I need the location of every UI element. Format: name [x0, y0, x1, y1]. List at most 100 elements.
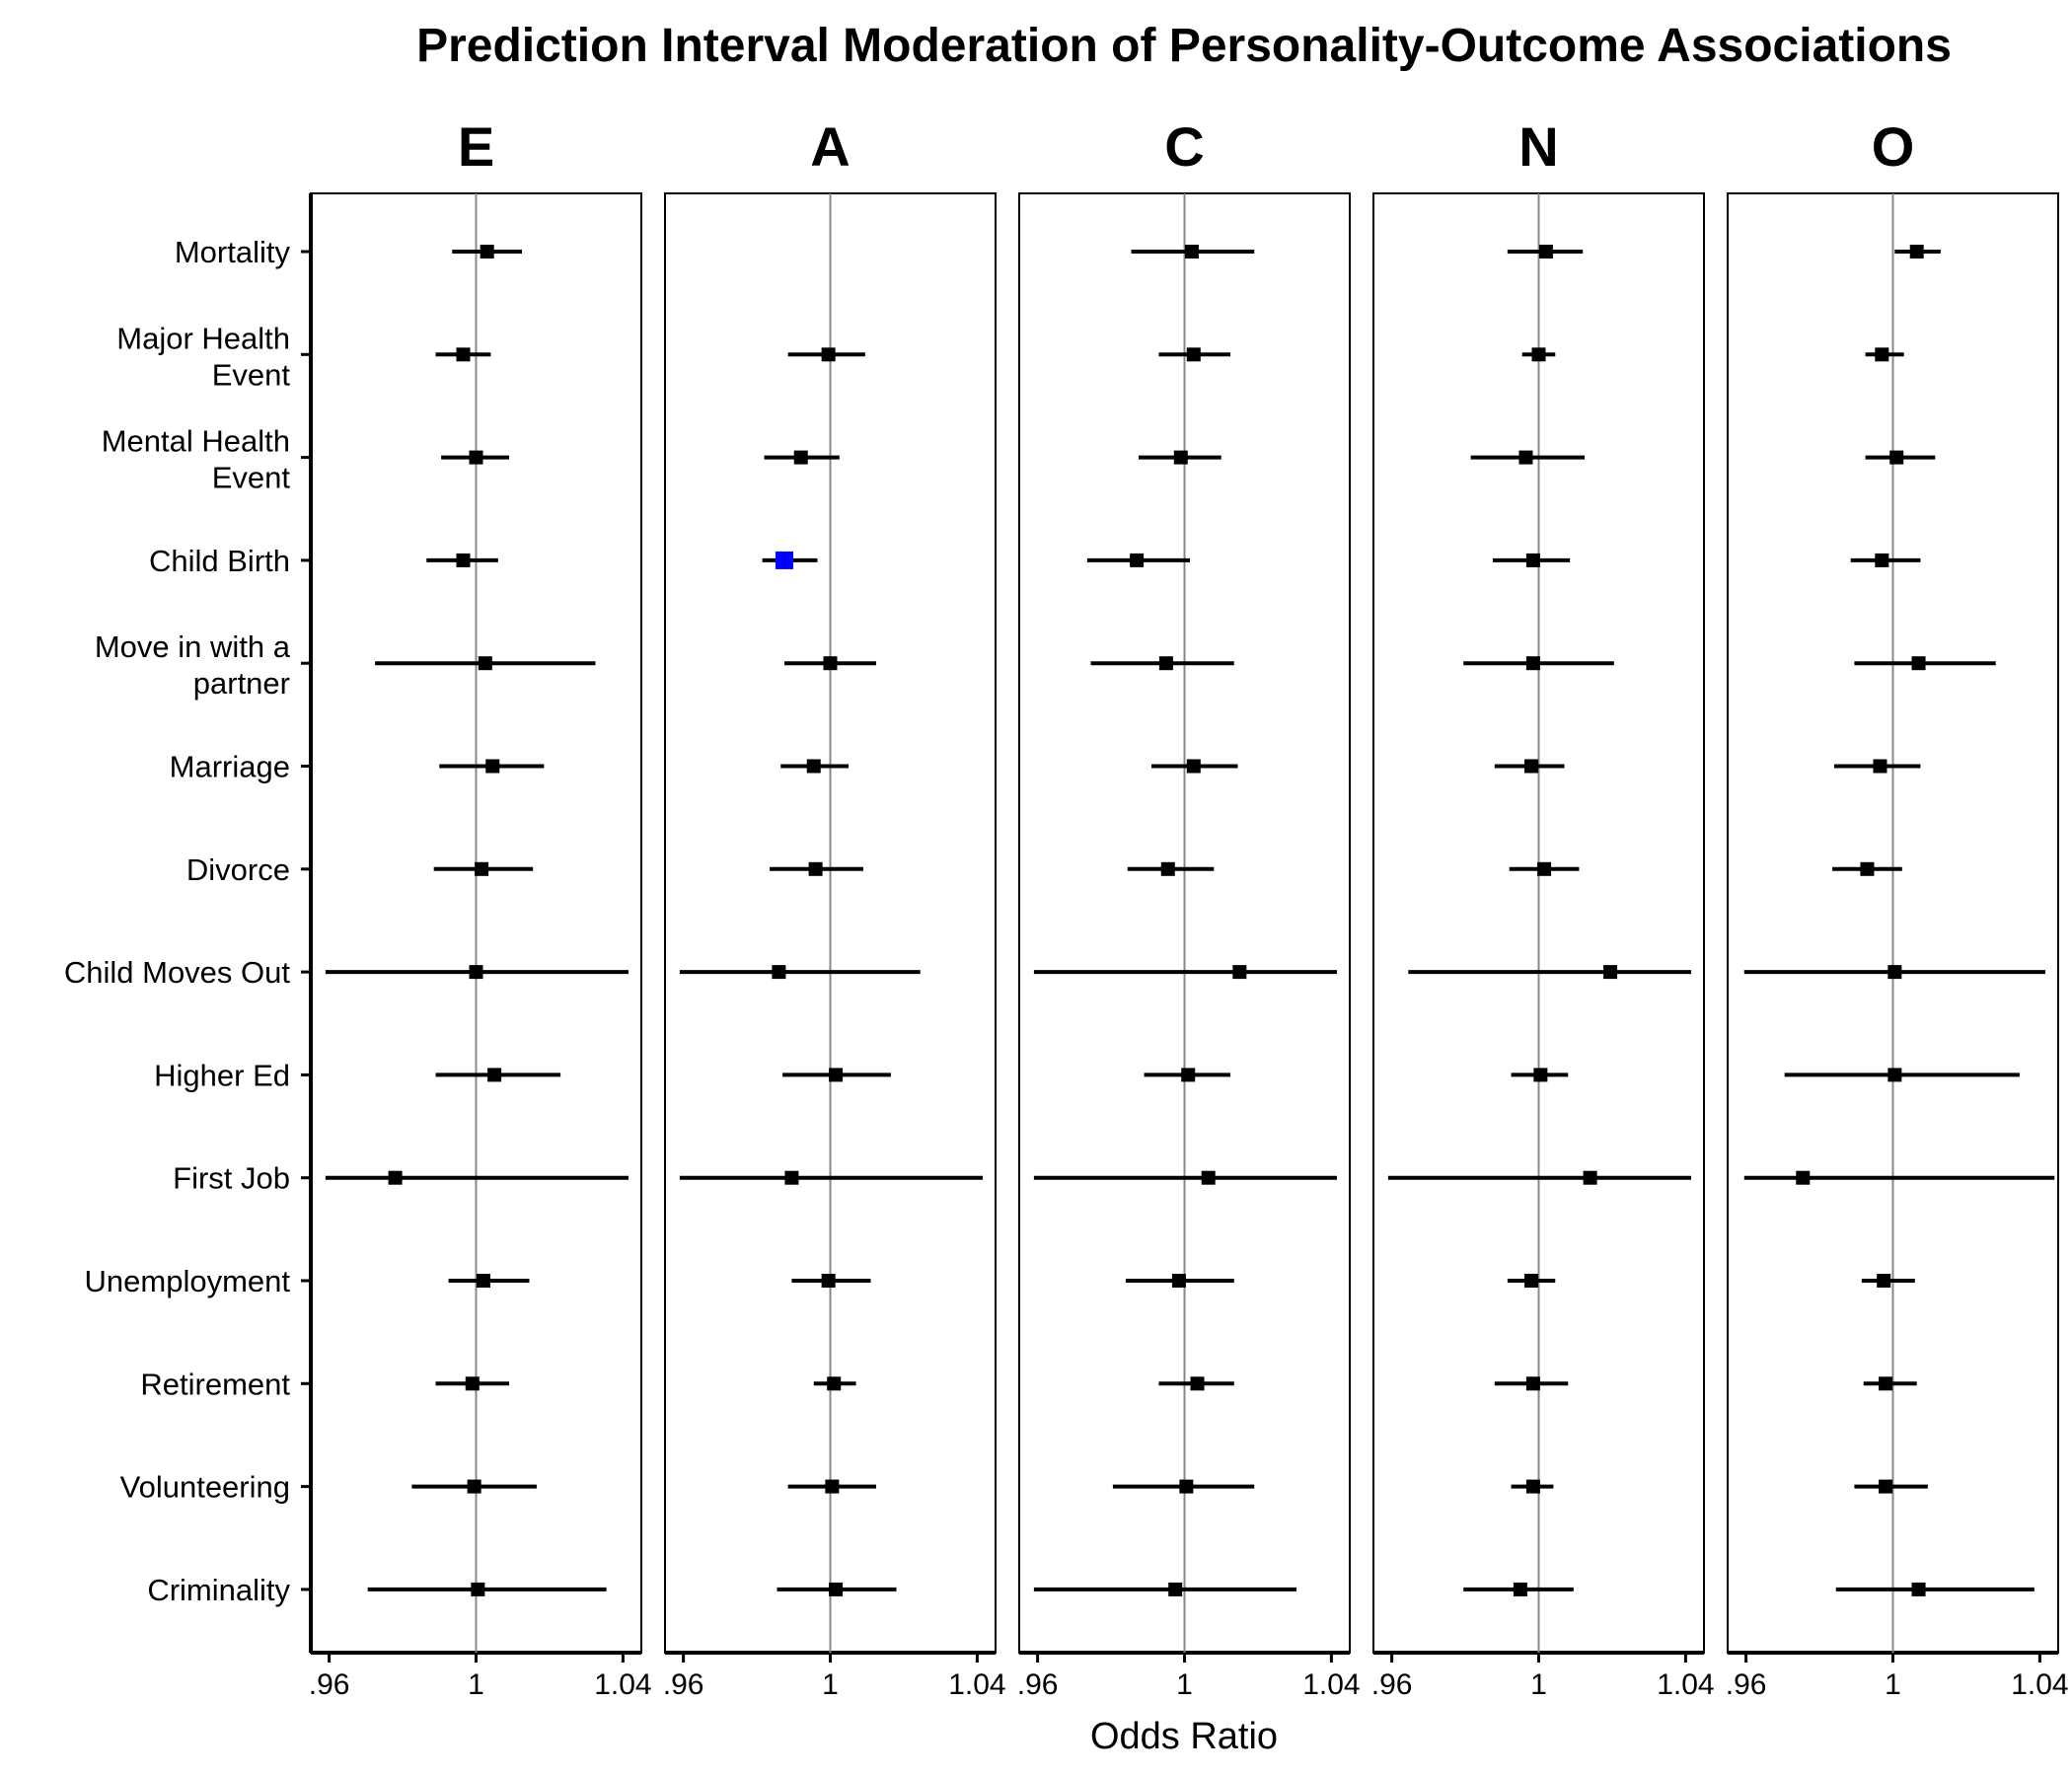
x-tick-label: .96 — [1017, 1668, 1059, 1701]
x-tick-label: .96 — [1726, 1668, 1767, 1701]
estimate-point-O-first_job — [1796, 1170, 1811, 1185]
estimate-point-E-volunteering — [467, 1479, 481, 1494]
estimate-point-O-retirement — [1879, 1376, 1893, 1391]
estimate-point-A-retirement — [827, 1376, 842, 1391]
estimate-point-E-criminality — [471, 1582, 485, 1596]
facet-panel-A: A .96 1 1.04 — [663, 115, 1006, 1701]
x-tick-label: 1.04 — [948, 1668, 1005, 1701]
estimate-point-C-divorce — [1160, 861, 1175, 876]
estimate-point-O-criminality — [1911, 1582, 1926, 1596]
estimate-point-E-marriage — [485, 759, 500, 774]
estimate-point-C-unemployment — [1171, 1274, 1186, 1288]
estimate-point-N-unemployment — [1524, 1274, 1539, 1288]
y-tick-label-higher_ed: Higher Ed — [154, 1058, 290, 1092]
facet-panel-C: C .96 1 1.04 — [1017, 115, 1361, 1701]
estimate-point-N-first_job — [1583, 1170, 1597, 1185]
estimate-point-A-marriage — [806, 759, 821, 774]
estimate-point-C-marriage — [1186, 759, 1201, 774]
facet-panel-O: O .96 1 1.04 — [1726, 115, 2069, 1701]
estimate-point-O-major_health — [1875, 347, 1889, 362]
estimate-point-E-retirement — [465, 1376, 480, 1391]
estimate-point-A-child_moves_out — [772, 965, 786, 980]
estimate-point-A-child_birth — [775, 551, 793, 569]
estimate-point-O-child_birth — [1875, 553, 1889, 567]
estimate-point-O-mortality — [1909, 245, 1924, 259]
estimate-point-A-volunteering — [825, 1479, 840, 1494]
estimate-point-E-first_job — [388, 1170, 403, 1185]
estimate-point-C-higher_ed — [1181, 1068, 1196, 1082]
x-tick-label: 1 — [1885, 1668, 1901, 1701]
estimate-point-A-higher_ed — [829, 1068, 844, 1082]
y-tick-label-child_birth: Child Birth — [149, 544, 290, 578]
y-tick-label-mortality: Mortality — [175, 235, 291, 269]
estimate-point-N-marriage — [1524, 759, 1539, 774]
estimate-point-N-child_moves_out — [1603, 965, 1618, 980]
estimate-point-A-unemployment — [821, 1274, 836, 1288]
x-tick-label: 1.04 — [1657, 1668, 1714, 1701]
estimate-point-N-divorce — [1537, 861, 1552, 876]
x-tick-label: 1 — [468, 1668, 484, 1701]
estimate-point-A-divorce — [808, 861, 823, 876]
y-tick-label-major_health: Major Health Event — [116, 321, 290, 392]
estimate-point-A-criminality — [829, 1582, 844, 1596]
estimate-point-E-child_birth — [456, 553, 471, 567]
y-tick-label-marriage: Marriage — [170, 750, 290, 784]
estimate-point-N-criminality — [1513, 1582, 1527, 1596]
estimate-point-C-retirement — [1190, 1376, 1205, 1391]
estimate-point-A-major_health — [821, 347, 836, 362]
estimate-point-E-divorce — [475, 861, 489, 876]
estimate-point-C-first_job — [1201, 1170, 1216, 1185]
estimate-point-E-child_moves_out — [469, 965, 483, 980]
x-axis-title: Odds Ratio — [1090, 1716, 1278, 1757]
facet-label-E: E — [458, 115, 494, 178]
estimate-point-E-mortality — [480, 245, 494, 259]
x-tick-label: .96 — [663, 1668, 704, 1701]
estimate-point-A-mental_health — [793, 450, 808, 465]
estimate-point-O-higher_ed — [1887, 1068, 1902, 1082]
estimate-point-O-mental_health — [1889, 450, 1904, 465]
estimate-point-E-major_health — [456, 347, 471, 362]
y-tick-label-criminality: Criminality — [147, 1573, 290, 1607]
x-tick-label: 1 — [1176, 1668, 1193, 1701]
facet-panel-E: E .96 1 1.04 — [309, 115, 652, 1701]
x-tick-label: 1.04 — [1302, 1668, 1360, 1701]
y-tick-label-child_moves_out: Child Moves Out — [64, 955, 291, 990]
estimate-point-N-mental_health — [1518, 450, 1533, 465]
estimate-point-C-mental_health — [1173, 450, 1188, 465]
x-tick-label: 1 — [1530, 1668, 1547, 1701]
estimate-point-C-move_in — [1158, 656, 1173, 671]
estimate-point-C-child_birth — [1130, 553, 1145, 567]
y-tick-label-retirement: Retirement — [140, 1367, 290, 1401]
facet-label-O: O — [1872, 115, 1915, 178]
estimate-point-O-marriage — [1873, 759, 1887, 774]
estimate-point-N-volunteering — [1525, 1479, 1540, 1494]
y-tick-label-unemployment: Unemployment — [85, 1264, 291, 1298]
estimate-point-A-move_in — [823, 656, 838, 671]
y-tick-label-divorce: Divorce — [186, 852, 290, 887]
x-tick-label: .96 — [1371, 1668, 1413, 1701]
estimate-point-N-major_health — [1531, 347, 1546, 362]
estimate-point-E-move_in — [478, 656, 492, 671]
x-tick-label: 1.04 — [594, 1668, 651, 1701]
estimate-point-O-unemployment — [1877, 1274, 1891, 1288]
x-tick-label: 1.04 — [2011, 1668, 2068, 1701]
estimate-point-N-higher_ed — [1533, 1068, 1548, 1082]
estimate-point-E-unemployment — [476, 1274, 490, 1288]
estimate-point-N-child_birth — [1525, 553, 1540, 567]
estimate-point-E-higher_ed — [487, 1068, 502, 1082]
estimate-point-C-major_health — [1186, 347, 1201, 362]
x-tick-label: .96 — [309, 1668, 350, 1701]
y-tick-label-mental_health: Mental Health Event — [102, 424, 291, 495]
estimate-point-A-first_job — [784, 1170, 799, 1185]
y-tick-label-move_in: Move in with a partner — [95, 629, 291, 701]
estimate-point-C-volunteering — [1179, 1479, 1194, 1494]
estimate-point-O-child_moves_out — [1887, 965, 1902, 980]
estimate-point-O-volunteering — [1879, 1479, 1893, 1494]
estimate-point-O-divorce — [1860, 861, 1875, 876]
estimate-point-N-retirement — [1525, 1376, 1540, 1391]
facet-panels: E .96 1 1.04 A .96 1 1.04 C .96 1 1.04 N .96 1 1.04 O .96… — [309, 115, 2069, 1701]
estimate-point-N-mortality — [1538, 245, 1553, 259]
estimate-point-O-move_in — [1911, 656, 1926, 671]
